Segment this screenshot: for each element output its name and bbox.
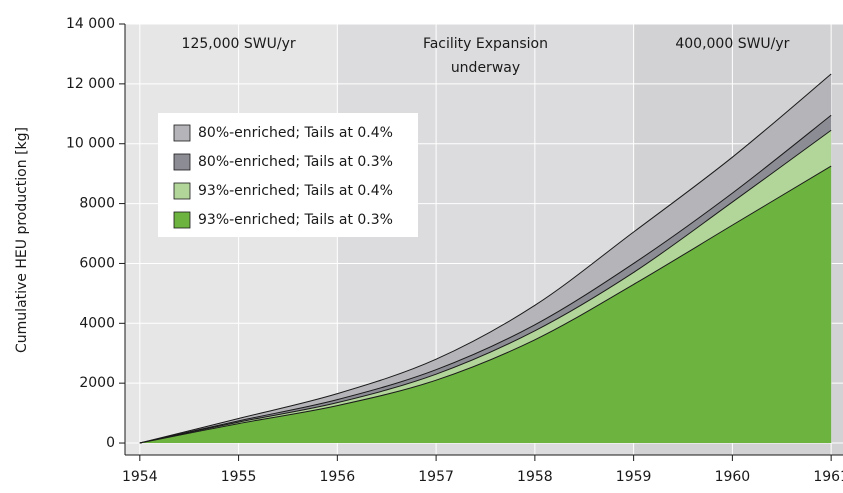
y-tick-label: 6000 [79,255,115,271]
x-tick-label: 1957 [418,469,454,485]
y-tick-label: 4000 [79,315,115,331]
line [139,129,832,444]
legend-label: 93%-enriched; Tails at 0.3% [198,212,393,228]
line [139,73,832,444]
legend-swatch [173,153,191,171]
line [139,165,832,444]
region-label: 400,000 SWU/yr [675,36,789,52]
legend-swatch [173,211,191,229]
region-label: Facility Expansion underway [423,36,548,76]
y-tick-label: 2000 [79,375,115,391]
line [139,114,832,444]
x-tick-label: 1954 [122,469,158,485]
x-tick-label: 1960 [715,469,751,485]
x-tick-label: 1959 [616,469,652,485]
region [125,24,338,455]
x-tick-label: 1961 [813,469,843,485]
legend-swatch [173,182,191,200]
x-tick-label: 1956 [320,469,356,485]
legend-label: 80%-enriched; Tails at 0.3% [198,154,393,170]
y-axis-label: Cumulative HEU production [kg] [14,127,30,353]
legend [158,113,418,237]
legend-label: 80%-enriched; Tails at 0.4% [198,125,393,141]
y-tick-label: 8000 [79,196,115,212]
x-tick-label: 1958 [517,469,553,485]
area [139,166,832,444]
legend-swatch [173,124,191,142]
y-tick-label: 10 000 [66,136,115,152]
x-tick-label: 1955 [221,469,257,485]
y-tick-label: 12 000 [66,76,115,92]
y-tick-label: 0 [106,435,115,451]
legend-label: 93%-enriched; Tails at 0.4% [198,183,393,199]
region-label: 125,000 SWU/yr [182,36,296,52]
y-tick-label: 14 000 [66,16,115,32]
